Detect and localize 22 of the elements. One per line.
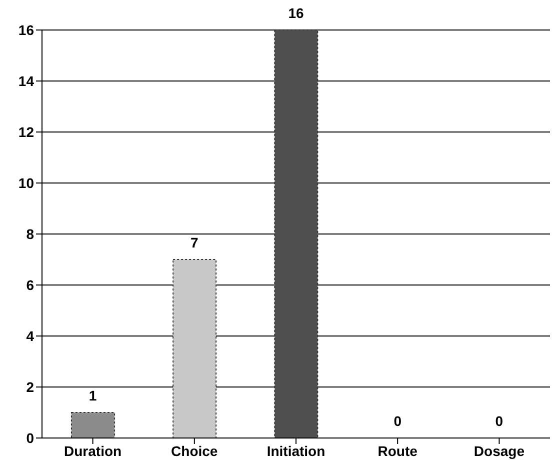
bar (172, 259, 217, 438)
y-tick-label: 14 (18, 72, 34, 89)
bar (70, 412, 115, 438)
data-label: 0 (495, 413, 504, 429)
data-label: 0 (394, 413, 402, 429)
y-tick-label: 0 (26, 430, 34, 446)
y-tick-label: 16 (18, 22, 34, 38)
y-tick-label: 4 (26, 328, 34, 344)
data-label: 16 (288, 5, 304, 21)
data-label: 1 (88, 388, 97, 404)
x-tick-label: Duration (64, 442, 122, 459)
x-tick-label: Choice (171, 442, 218, 459)
y-tick-label: 10 (18, 174, 34, 191)
x-tick-label: Dosage (474, 442, 525, 459)
x-tick-label: Initiation (266, 442, 326, 459)
data-label: 7 (190, 234, 198, 250)
y-tick-label: 2 (26, 378, 34, 395)
y-tick-label: 12 (18, 124, 34, 140)
x-tick-label: Route (378, 442, 418, 459)
bar (274, 30, 318, 438)
y-tick-label: 6 (26, 276, 34, 293)
y-tick-label: 8 (26, 226, 34, 242)
